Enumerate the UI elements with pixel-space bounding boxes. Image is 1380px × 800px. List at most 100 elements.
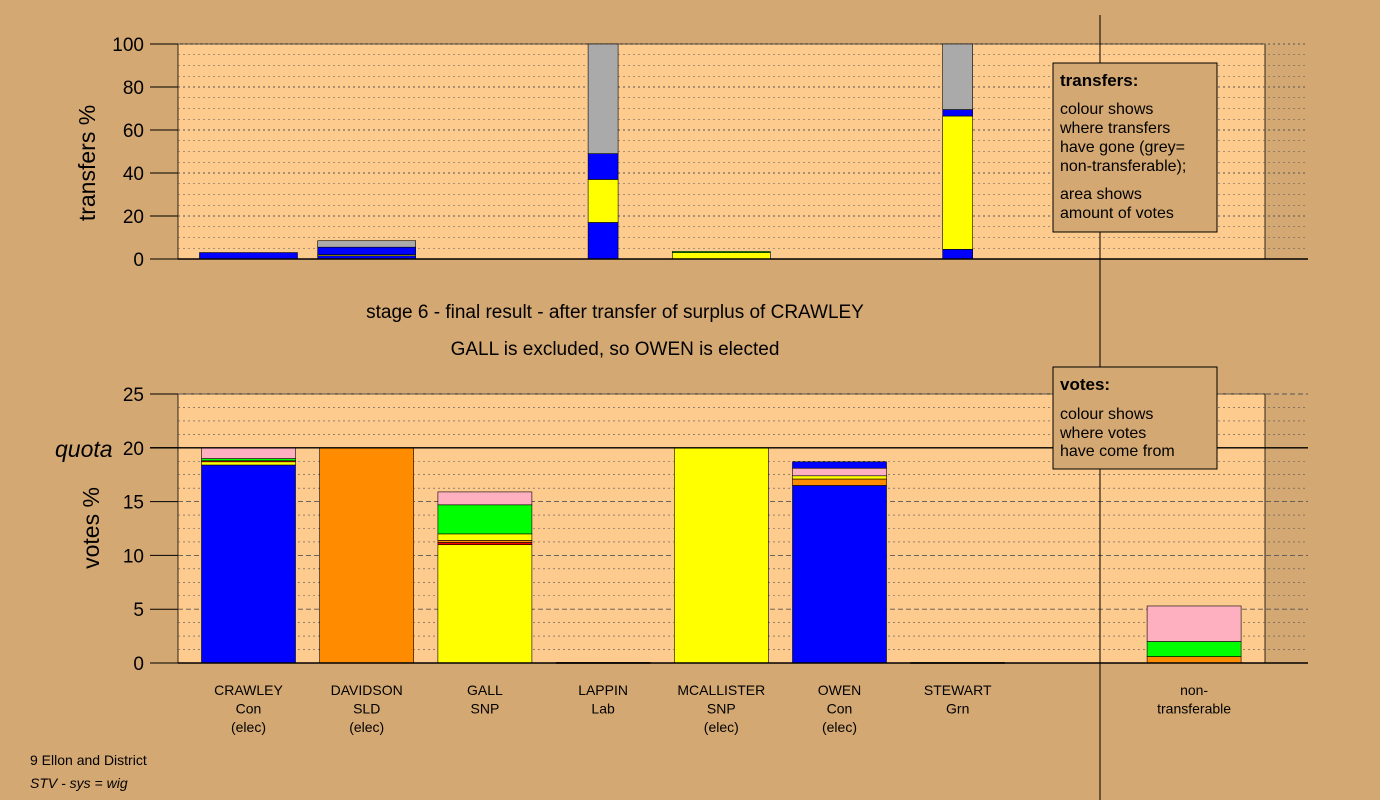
bar-stack — [792, 461, 887, 664]
y-tick-label: 80 — [123, 78, 144, 99]
bar-segment-snp — [942, 115, 974, 250]
legend-transfers-title: transfers: — [1060, 71, 1138, 90]
candidate-label: non- — [1180, 682, 1208, 698]
bar-segment-grn — [201, 458, 296, 462]
ward-name: 9 Ellon and District — [30, 752, 147, 768]
candidate-label: OWEN — [818, 682, 862, 698]
candidate-label: GALL — [467, 682, 503, 698]
bar-segment-snp — [201, 461, 296, 466]
legend-transfers-line: have gone (grey= — [1060, 139, 1185, 156]
candidate-label: LAPPIN — [578, 682, 628, 698]
legend-votes-line: colour shows — [1060, 406, 1153, 423]
chart-subtitle: GALL is excluded, so OWEN is elected — [451, 339, 780, 360]
y-tick-label: 20 — [123, 439, 144, 460]
legend-votes-line: where votes — [1059, 425, 1146, 442]
transfers-bars — [178, 43, 1308, 260]
y-tick-label: 0 — [133, 250, 144, 271]
legend-transfers-line: non-transferable); — [1060, 158, 1186, 175]
bar-segment-lab — [437, 542, 533, 545]
candidate-label: MCALLISTER — [677, 682, 765, 698]
bar-segment-snp — [437, 533, 533, 541]
legend-transfers-line: where transfers — [1059, 120, 1170, 137]
legend-transfers: transfers: colour shows where transfers … — [1052, 62, 1218, 233]
bar-segment-snp — [792, 475, 887, 480]
bar-segment-con — [199, 252, 298, 260]
votes-y-ticks: 0 5 10 15 20 25 — [123, 385, 178, 675]
votes-bars — [150, 447, 1308, 664]
candidate-label: Con — [827, 701, 853, 717]
bar-segment-grn — [671, 251, 771, 253]
y-tick-label: 100 — [112, 35, 144, 56]
bar-segment-sld — [1146, 656, 1242, 664]
candidate-label: STEWART — [924, 682, 992, 698]
legend-votes-line: have come from — [1060, 443, 1175, 460]
bar-segment-snp — [437, 544, 533, 664]
bar-segment-sld — [319, 447, 415, 664]
bar-segment-grn — [1146, 641, 1242, 657]
bar-stack — [317, 240, 417, 260]
bar-stack — [437, 491, 533, 664]
bar-segment-snp — [671, 252, 771, 260]
candidate-label: (elec) — [231, 719, 266, 735]
bar-segment-con — [942, 249, 974, 260]
quota-label: quota — [55, 436, 113, 462]
bar-segment-con — [587, 222, 619, 260]
y-tick-label: 0 — [133, 654, 144, 675]
chart-title: stage 6 - final result - after transfer … — [366, 302, 864, 323]
bar-segment-sld — [437, 540, 533, 543]
bar-segment-non_transferable — [317, 240, 417, 248]
y-tick-label: 25 — [123, 385, 144, 406]
bar-stack — [673, 447, 769, 664]
system-label: STV - sys = wig — [30, 775, 128, 791]
bar-segment-con — [792, 461, 887, 469]
candidate-label: SNP — [707, 701, 736, 717]
bar-stack — [319, 447, 415, 664]
y-tick-label: 40 — [123, 164, 144, 185]
transfers-axis-label: transfers % — [74, 105, 100, 221]
bar-segment-non_transferable — [942, 43, 974, 110]
bar-segment-con — [201, 464, 296, 664]
y-tick-label: 15 — [123, 493, 144, 514]
votes-axis-label: votes % — [78, 487, 104, 569]
candidate-label: (elec) — [349, 719, 384, 735]
legend-transfers-line: amount of votes — [1060, 205, 1174, 222]
legend-transfers-line: colour shows — [1060, 101, 1153, 118]
candidate-label: (elec) — [704, 719, 739, 735]
bar-segment-con — [317, 246, 417, 256]
y-tick-label: 5 — [133, 600, 144, 621]
candidate-label: Grn — [946, 701, 969, 717]
bar-segment-snp — [673, 447, 769, 664]
bar-segment-other — [437, 491, 533, 506]
bar-stack — [942, 43, 974, 260]
candidate-label: CRAWLEY — [214, 682, 283, 698]
y-tick-label: 10 — [123, 546, 144, 567]
candidate-label: SNP — [471, 701, 500, 717]
bar-segment-other — [1146, 605, 1242, 642]
candidate-label: transferable — [1157, 701, 1231, 717]
y-tick-label: 20 — [123, 207, 144, 228]
candidate-label: (elec) — [822, 719, 857, 735]
bar-segment-non_transferable — [587, 43, 619, 154]
bar-stack — [201, 447, 296, 664]
candidate-label: Con — [236, 701, 262, 717]
bar-segment-con — [587, 153, 619, 180]
legend-transfers-line: area shows — [1060, 186, 1142, 203]
candidate-labels: CRAWLEY Con (elec) DAVIDSON SLD (elec) GALL SNP… — [214, 682, 1231, 735]
candidate-label: Lab — [591, 701, 615, 717]
bar-stack — [587, 43, 619, 260]
candidate-label: DAVIDSON — [331, 682, 403, 698]
candidate-label: SLD — [353, 701, 380, 717]
bar-segment-sld — [792, 478, 887, 486]
bar-stack — [1146, 605, 1242, 664]
bar-segment-grn — [437, 504, 533, 535]
bar-stack — [199, 252, 298, 260]
bar-segment-snp — [587, 179, 619, 223]
bar-stack — [671, 251, 771, 260]
transfers-y-ticks: 0 20 40 60 80 100 — [112, 35, 178, 271]
bar-segment-other — [792, 467, 887, 477]
bar-segment-other — [201, 447, 296, 459]
bar-segment-con — [792, 485, 887, 664]
legend-votes: votes: colour shows where votes have com… — [1052, 366, 1218, 470]
y-tick-label: 60 — [123, 121, 144, 142]
